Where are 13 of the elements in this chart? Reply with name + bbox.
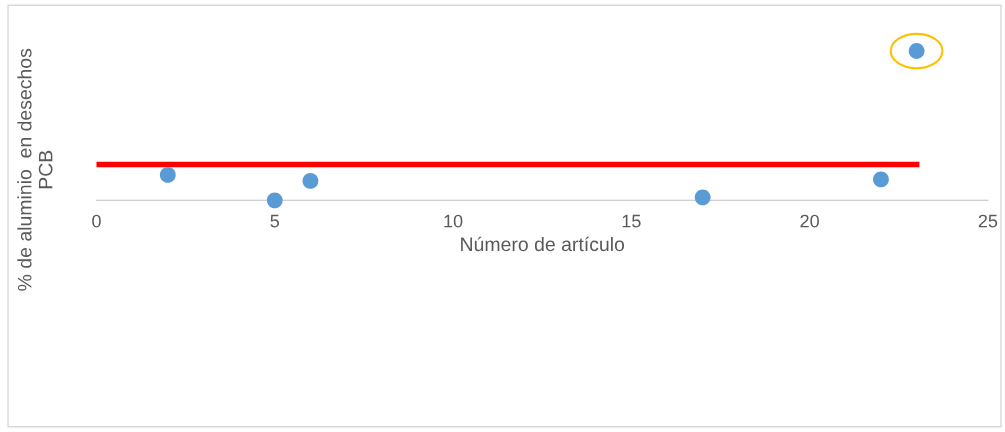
x-tick-label: 10	[444, 214, 463, 228]
x-tick-label: 5	[270, 214, 280, 228]
point	[873, 171, 889, 188]
point	[302, 172, 319, 189]
x-tick-label: 25	[978, 214, 998, 228]
y-axis-title: % de aluminio en desechos PCB	[17, 48, 53, 291]
x-axis-title: Número de artículo	[461, 236, 625, 252]
x-tick-label: 20	[800, 214, 819, 228]
x-tick-label: 0	[92, 214, 101, 228]
point	[694, 189, 711, 206]
x-tick-label: 15	[622, 214, 641, 228]
point	[159, 167, 176, 183]
point	[266, 192, 283, 209]
